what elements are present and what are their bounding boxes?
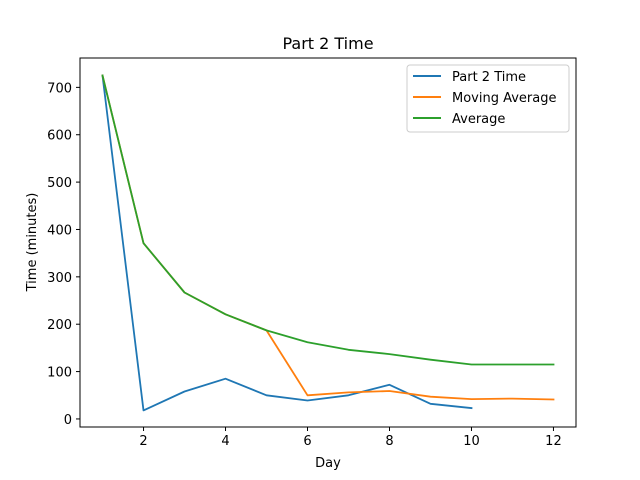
x-axis: 2 4 6 8 10 12: [139, 427, 562, 449]
y-tick-label: 200: [47, 318, 72, 333]
y-axis: 0 100 200 300 400 500 600 700: [47, 81, 80, 428]
x-tick-label: 12: [545, 434, 562, 449]
y-tick-label: 700: [47, 81, 72, 96]
legend: Part 2 Time Moving Average Average: [406, 64, 570, 133]
y-tick-label: 300: [47, 271, 72, 286]
y-tick-label: 600: [47, 129, 72, 144]
y-tick-label: 400: [47, 223, 72, 238]
x-axis-label: Day: [315, 456, 341, 471]
x-tick-label: 2: [139, 434, 147, 449]
legend-label-part-2-time: Part 2 Time: [452, 70, 526, 85]
legend-label-moving-average: Moving Average: [452, 91, 556, 106]
y-axis-label: Time (minutes): [25, 193, 40, 293]
plot-frame: [79, 57, 577, 428]
x-tick-label: 4: [221, 434, 229, 449]
y-tick-label: 0: [64, 413, 72, 428]
legend-frame: [406, 64, 570, 133]
x-tick-label: 6: [303, 434, 311, 449]
y-tick-label: 500: [47, 176, 72, 191]
series-line-average: [101, 74, 555, 366]
x-tick-label: 8: [385, 434, 393, 449]
x-tick-label: 10: [463, 434, 480, 449]
series-layer: [101, 74, 555, 412]
chart-title: Part 2 Time: [282, 34, 373, 53]
legend-label-average: Average: [452, 112, 505, 127]
y-tick-label: 100: [47, 366, 72, 381]
